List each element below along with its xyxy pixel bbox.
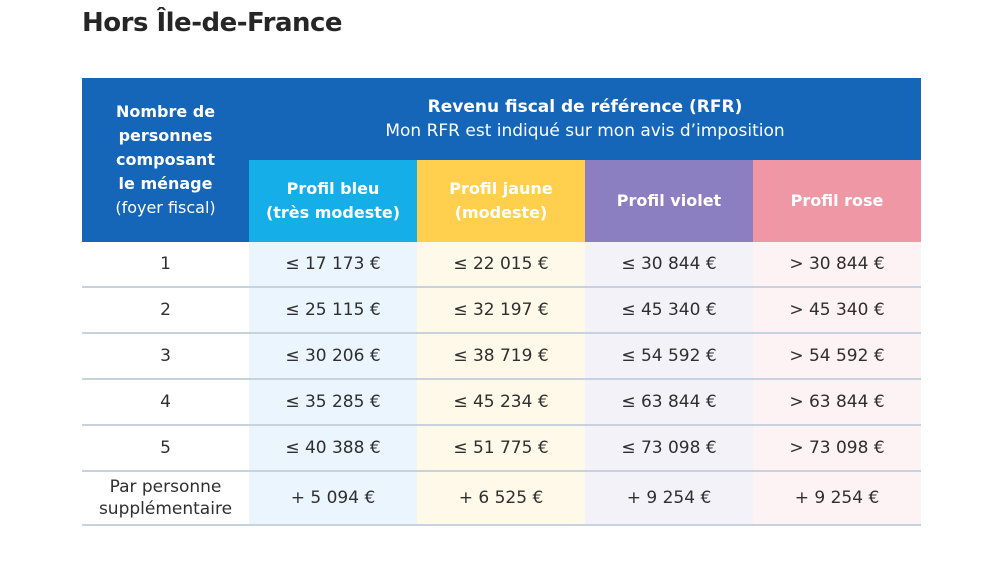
profile-headers: Profil bleu (très modeste) Profil jaune (m… bbox=[249, 160, 921, 242]
household-header-line: Nombre de bbox=[115, 102, 216, 121]
table-row: 4 ≤ 35 285 € ≤ 45 234 € ≤ 63 844 € > 63 … bbox=[82, 380, 921, 426]
household-size-header: Nombre de personnes composant le ménage … bbox=[82, 78, 249, 242]
violet-value-cell: ≤ 45 340 € bbox=[585, 288, 753, 332]
violet-value-cell: ≤ 63 844 € bbox=[585, 380, 753, 424]
table-row: 1 ≤ 17 173 € ≤ 22 015 € ≤ 30 844 € > 30 … bbox=[82, 242, 921, 288]
table-row: 2 ≤ 25 115 € ≤ 32 197 € ≤ 45 340 € > 45 … bbox=[82, 288, 921, 334]
household-size-cell: 2 bbox=[82, 288, 249, 332]
rfr-title: Revenu fiscal de référence (RFR) bbox=[427, 97, 743, 117]
household-header-line: personnes bbox=[118, 126, 213, 145]
table-row: Par personne supplémentaire + 5 094 € + 6… bbox=[82, 472, 921, 526]
yellow-value-cell: ≤ 38 719 € bbox=[417, 334, 585, 378]
yellow-value-cell: ≤ 32 197 € bbox=[417, 288, 585, 332]
household-size-cell: 5 bbox=[82, 426, 249, 470]
blue-value-cell: ≤ 30 206 € bbox=[249, 334, 417, 378]
blue-value-cell: ≤ 35 285 € bbox=[249, 380, 417, 424]
additional-person-line: Par personne bbox=[109, 477, 222, 497]
table-header: Nombre de personnes composant le ménage … bbox=[82, 78, 921, 242]
household-header-line: composant bbox=[116, 150, 215, 169]
pink-value-cell: > 54 592 € bbox=[753, 334, 921, 378]
profile-label: Profil violet bbox=[616, 191, 722, 210]
profile-label: Profil rose bbox=[790, 191, 884, 210]
pink-value-cell: > 73 098 € bbox=[753, 426, 921, 470]
pink-value-cell: > 30 844 € bbox=[753, 242, 921, 286]
blue-value-cell: ≤ 17 173 € bbox=[249, 242, 417, 286]
profile-sublabel: (très modeste) bbox=[265, 203, 401, 222]
violet-value-cell: + 9 254 € bbox=[585, 472, 753, 524]
profile-sublabel: (modeste) bbox=[454, 203, 548, 222]
blue-value-cell: ≤ 40 388 € bbox=[249, 426, 417, 470]
household-size-cell: 1 bbox=[82, 242, 249, 286]
household-header-note: (foyer fiscal) bbox=[115, 198, 216, 217]
yellow-value-cell: ≤ 45 234 € bbox=[417, 380, 585, 424]
table-row: 3 ≤ 30 206 € ≤ 38 719 € ≤ 54 592 € > 54 … bbox=[82, 334, 921, 380]
table-row: 5 ≤ 40 388 € ≤ 51 775 € ≤ 73 098 € > 73 … bbox=[82, 426, 921, 472]
violet-value-cell: ≤ 73 098 € bbox=[585, 426, 753, 470]
profile-pink-header: Profil rose bbox=[753, 160, 921, 242]
profile-label: Profil bleu bbox=[286, 179, 380, 198]
rfr-subtitle: Mon RFR est indiqué sur mon avis d’impos… bbox=[385, 121, 785, 141]
blue-value-cell: + 5 094 € bbox=[249, 472, 417, 524]
pink-value-cell: > 45 340 € bbox=[753, 288, 921, 332]
violet-value-cell: ≤ 30 844 € bbox=[585, 242, 753, 286]
profile-yellow-header: Profil jaune (modeste) bbox=[417, 160, 585, 242]
yellow-value-cell: ≤ 51 775 € bbox=[417, 426, 585, 470]
pink-value-cell: > 63 844 € bbox=[753, 380, 921, 424]
profile-violet-header: Profil violet bbox=[585, 160, 753, 242]
household-size-cell: 3 bbox=[82, 334, 249, 378]
rfr-header: Revenu fiscal de référence (RFR) Mon RFR… bbox=[249, 78, 921, 160]
blue-value-cell: ≤ 25 115 € bbox=[249, 288, 417, 332]
profile-label: Profil jaune bbox=[449, 179, 553, 198]
household-size-cell: 4 bbox=[82, 380, 249, 424]
income-table: Nombre de personnes composant le ménage … bbox=[82, 78, 921, 526]
household-header-line: le ménage bbox=[118, 174, 213, 193]
yellow-value-cell: ≤ 22 015 € bbox=[417, 242, 585, 286]
additional-person-cell: Par personne supplémentaire bbox=[82, 472, 249, 524]
yellow-value-cell: + 6 525 € bbox=[417, 472, 585, 524]
violet-value-cell: ≤ 54 592 € bbox=[585, 334, 753, 378]
pink-value-cell: + 9 254 € bbox=[753, 472, 921, 524]
profile-blue-header: Profil bleu (très modeste) bbox=[249, 160, 417, 242]
additional-person-line: supplémentaire bbox=[98, 499, 233, 519]
page-title: Hors Île-de-France bbox=[82, 8, 343, 38]
